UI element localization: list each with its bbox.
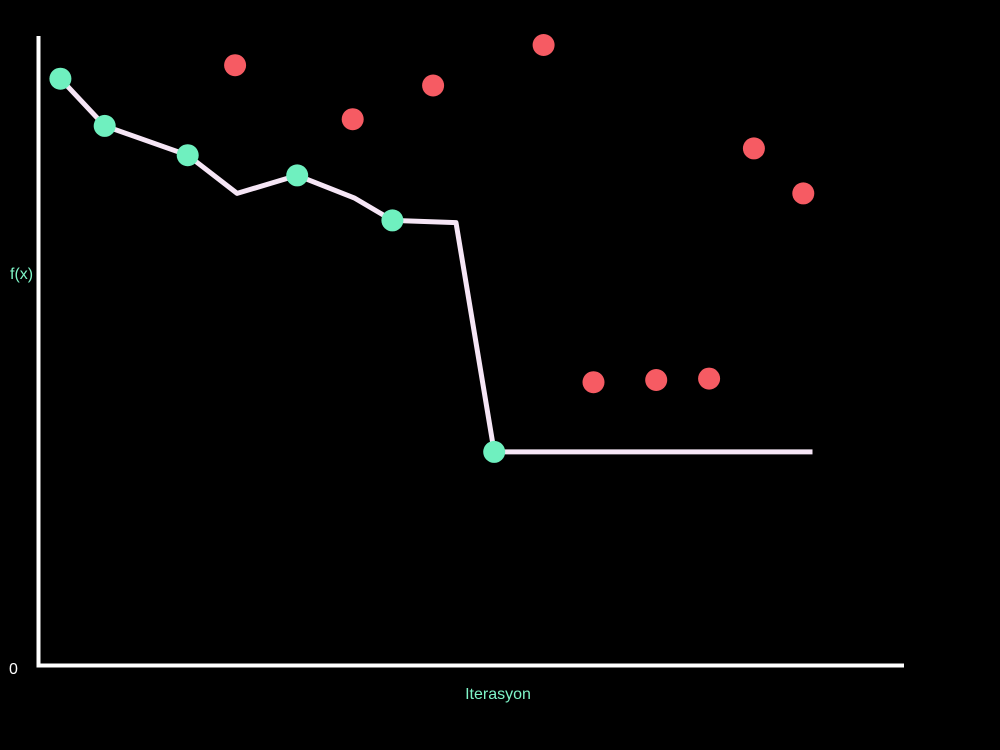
- rejected-point-6: [645, 369, 668, 391]
- rejected-point-9: [792, 182, 815, 205]
- accepted-point-5: [381, 209, 404, 232]
- accepted-point-1: [49, 67, 72, 90]
- rejected-point-5: [582, 371, 605, 394]
- origin-label: 0: [9, 661, 18, 678]
- rejected-point-1: [224, 54, 247, 77]
- rejected-point-7: [698, 367, 721, 390]
- accepted-point-2: [93, 114, 116, 137]
- best-value-polyline: [58, 76, 813, 455]
- best-value-line: [58, 76, 813, 455]
- rejected-point-8: [742, 137, 765, 160]
- accepted-point-3: [176, 144, 199, 167]
- accepted-point-6: [483, 440, 506, 463]
- rejected-point-3: [422, 74, 445, 97]
- x-axis-label: Iterasyon: [465, 686, 531, 703]
- accepted-point-4: [286, 164, 309, 187]
- y-axis-label: f(x): [10, 266, 33, 283]
- rejected-point-2: [341, 108, 364, 131]
- rejected-point-4: [532, 34, 555, 56]
- axes: [36, 36, 904, 668]
- data-points: [49, 34, 815, 463]
